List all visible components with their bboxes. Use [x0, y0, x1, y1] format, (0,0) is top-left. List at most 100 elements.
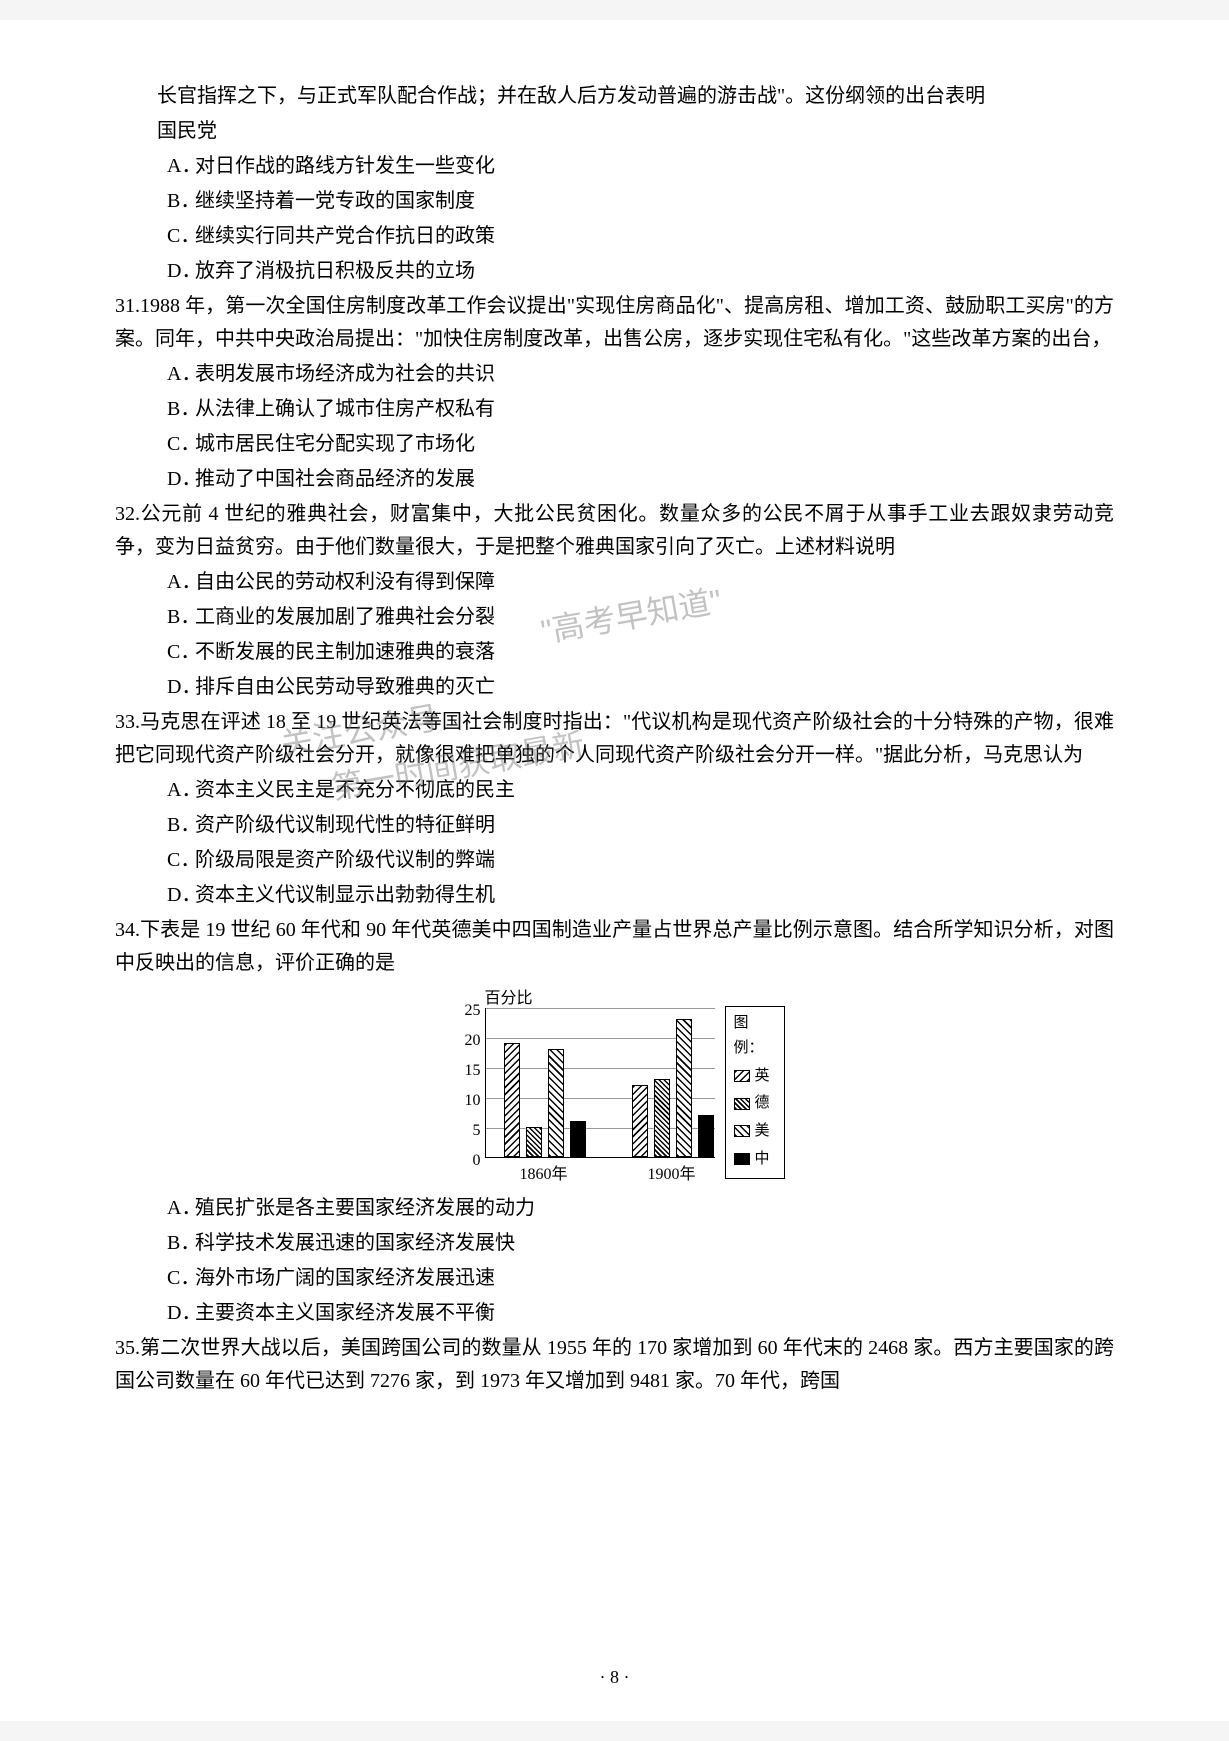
q30-option-c: C．继续实行同共产党合作抗日的政策	[115, 220, 1114, 253]
y-tick-label: 10	[451, 1088, 481, 1114]
q31-option-a: A．表明发展市场经济成为社会的共识	[115, 358, 1114, 391]
q32-option-c: C．不断发展的民主制加速雅典的衰落	[115, 636, 1114, 669]
q31-option-b: B．从法律上确认了城市住房产权私有	[115, 393, 1114, 426]
option-text: 资本主义民主是不充分不彻底的民主	[195, 779, 515, 801]
legend-swatch-icon	[734, 1125, 750, 1137]
legend-item-de: 德	[734, 1091, 776, 1116]
q33-option-c: C．阶级局限是资产阶级代议制的弊端	[115, 844, 1114, 877]
q31-stem: 31.1988 年，第一次全国住房制度改革工作会议提出"实现住房商品化"、提高房…	[115, 290, 1114, 356]
option-text: 不断发展的民主制加速雅典的衰落	[195, 641, 495, 663]
q30-option-b: B．继续坚持着一党专政的国家制度	[115, 185, 1114, 218]
question-number: 32.	[115, 503, 140, 525]
legend-label: 英	[755, 1064, 770, 1089]
y-tick-label: 20	[451, 1028, 481, 1054]
legend-swatch-icon	[734, 1153, 750, 1165]
q31-option-d: D．推动了中国社会商品经济的发展	[115, 463, 1114, 496]
legend-swatch-icon	[734, 1098, 750, 1110]
option-label: C．	[167, 844, 195, 877]
option-label: A．	[167, 1192, 195, 1225]
question-number: 34.	[115, 919, 140, 941]
option-label: A．	[167, 358, 195, 391]
option-text: 资本主义代议制显示出勃勃得生机	[195, 884, 495, 906]
option-text: 主要资本主义国家经济发展不平衡	[195, 1302, 495, 1324]
q30-stem-line2: 国民党	[115, 115, 1114, 148]
option-label: D．	[167, 879, 195, 912]
exam-page: 长官指挥之下，与正式军队配合作战；并在敌人后方发动普遍的游击战"。这份纲领的出台…	[0, 20, 1229, 1721]
legend-item-cn: 中	[734, 1147, 776, 1172]
option-text: 表明发展市场经济成为社会的共识	[195, 363, 495, 385]
chart-legend: 图例： 英 德 美 中	[725, 1006, 785, 1179]
option-label: B．	[167, 393, 195, 426]
stem-text: 第二次世界大战以后，美国跨国公司的数量从 1955 年的 170 家增加到 60…	[115, 1337, 1114, 1392]
chart-bar	[526, 1127, 542, 1157]
option-label: C．	[167, 428, 195, 461]
chart-bar	[698, 1115, 714, 1157]
option-text: 继续实行同共产党合作抗日的政策	[195, 225, 495, 247]
chart-bar	[632, 1085, 648, 1157]
q33-option-a: A．资本主义民主是不充分不彻底的民主	[115, 774, 1114, 807]
question-number: 35.	[115, 1337, 140, 1359]
option-label: C．	[167, 636, 195, 669]
chart-bar	[570, 1121, 586, 1157]
option-text: 资产阶级代议制现代性的特征鲜明	[195, 814, 495, 836]
y-tick-label: 0	[451, 1148, 481, 1174]
q32-option-b: B．工商业的发展加剧了雅典社会分裂	[115, 601, 1114, 634]
question-number: 31.	[115, 295, 140, 317]
stem-text: 公元前 4 世纪的雅典社会，财富集中，大批公民贫困化。数量众多的公民不屑于从事手…	[115, 503, 1114, 558]
q33-option-b: B．资产阶级代议制现代性的特征鲜明	[115, 809, 1114, 842]
option-text: 从法律上确认了城市住房产权私有	[195, 398, 495, 420]
q34-option-b: B．科学技术发展迅速的国家经济发展快	[115, 1227, 1114, 1260]
stem-text: 1988 年，第一次全国住房制度改革工作会议提出"实现住房商品化"、提高房租、增…	[115, 295, 1114, 350]
question-number: 33.	[115, 711, 140, 733]
q30-stem-line1: 长官指挥之下，与正式军队配合作战；并在敌人后方发动普遍的游击战"。这份纲领的出台…	[115, 80, 1114, 113]
option-label: D．	[167, 1297, 195, 1330]
option-label: A．	[167, 150, 195, 183]
option-text: 推动了中国社会商品经济的发展	[195, 468, 475, 490]
option-label: B．	[167, 809, 195, 842]
option-text: 城市居民住宅分配实现了市场化	[195, 433, 475, 455]
chart-plot-area	[485, 1008, 715, 1158]
bar-chart: 百分比 图例： 英 德 美 中 05101520251860年1900年	[445, 988, 785, 1188]
option-label: A．	[167, 566, 195, 599]
option-label: A．	[167, 774, 195, 807]
legend-item-uk: 英	[734, 1064, 776, 1089]
option-label: D．	[167, 463, 195, 496]
option-label: D．	[167, 671, 195, 704]
chart-bar	[676, 1019, 692, 1157]
legend-swatch-icon	[734, 1070, 750, 1082]
y-tick-label: 25	[451, 998, 481, 1024]
legend-label: 德	[755, 1091, 770, 1116]
page-number-footer: · 8 ·	[0, 1663, 1229, 1693]
stem-text: 马克思在评述 18 至 19 世纪英法等国社会制度时指出："代议机构是现代资产阶…	[115, 711, 1114, 766]
q34-option-a: A．殖民扩张是各主要国家经济发展的动力	[115, 1192, 1114, 1225]
option-label: B．	[167, 601, 195, 634]
legend-label: 中	[755, 1147, 770, 1172]
q32-option-d: D．排斥自由公民劳动导致雅典的灭亡	[115, 671, 1114, 704]
q34-option-d: D．主要资本主义国家经济发展不平衡	[115, 1297, 1114, 1330]
option-text: 继续坚持着一党专政的国家制度	[195, 190, 475, 212]
chart-bar	[548, 1049, 564, 1157]
chart-bar	[654, 1079, 670, 1157]
option-text: 科学技术发展迅速的国家经济发展快	[195, 1232, 515, 1254]
option-label: C．	[167, 1262, 195, 1295]
x-tick-label: 1900年	[642, 1162, 702, 1188]
option-text: 殖民扩张是各主要国家经济发展的动力	[195, 1197, 535, 1219]
option-text: 阶级局限是资产阶级代议制的弊端	[195, 849, 495, 871]
stem-text: 下表是 19 世纪 60 年代和 90 年代英德美中四国制造业产量占世界总产量比…	[115, 919, 1114, 974]
x-tick-label: 1860年	[514, 1162, 574, 1188]
q35-stem: 35.第二次世界大战以后，美国跨国公司的数量从 1955 年的 170 家增加到…	[115, 1332, 1114, 1398]
q32-option-a: A．自由公民的劳动权利没有得到保障	[115, 566, 1114, 599]
legend-label: 美	[755, 1119, 770, 1144]
q33-stem: 33.马克思在评述 18 至 19 世纪英法等国社会制度时指出："代议机构是现代…	[115, 706, 1114, 772]
option-text: 排斥自由公民劳动导致雅典的灭亡	[195, 676, 495, 698]
legend-item-us: 美	[734, 1119, 776, 1144]
chart-container: 百分比 图例： 英 德 美 中 05101520251860年1900年	[115, 988, 1114, 1188]
y-tick-label: 5	[451, 1118, 481, 1144]
q34-option-c: C．海外市场广阔的国家经济发展迅速	[115, 1262, 1114, 1295]
q32-stem: 32.公元前 4 世纪的雅典社会，财富集中，大批公民贫困化。数量众多的公民不屑于…	[115, 498, 1114, 564]
option-text: 对日作战的路线方针发生一些变化	[195, 155, 495, 177]
option-label: B．	[167, 185, 195, 218]
legend-title: 图例：	[734, 1011, 776, 1061]
option-label: D．	[167, 255, 195, 288]
q30-option-a: A．对日作战的路线方针发生一些变化	[115, 150, 1114, 183]
